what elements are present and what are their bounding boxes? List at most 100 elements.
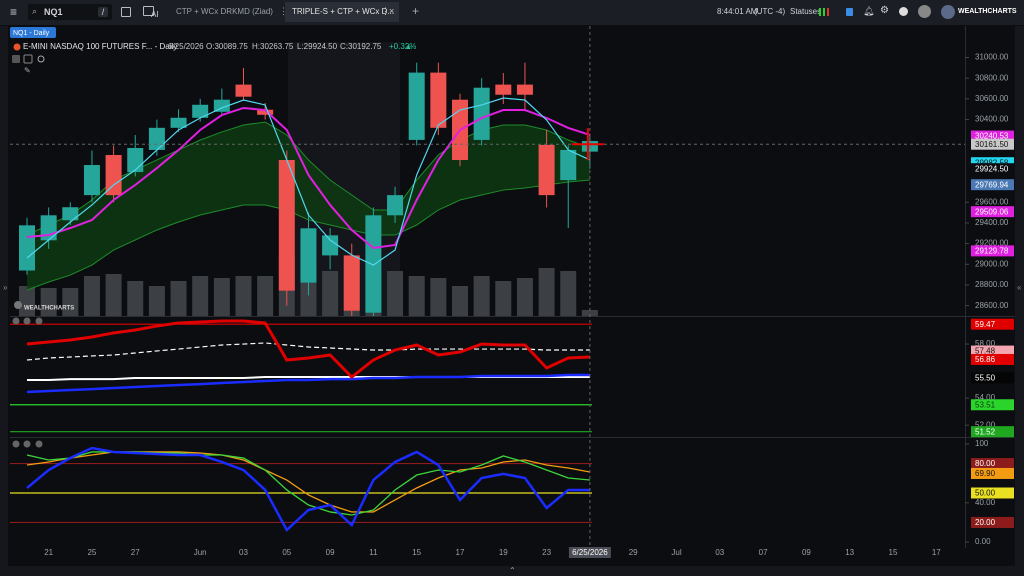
help-icon[interactable] <box>899 7 908 16</box>
price-tag-label: 29982.58 <box>975 158 1009 167</box>
y-tick-label: 40.00 <box>975 498 996 507</box>
candle-body <box>83 165 100 196</box>
x-tick-label: 05 <box>282 548 291 557</box>
tab-close[interactable]: × <box>389 6 395 16</box>
volume-bar <box>19 286 35 316</box>
x-tick-label: 03 <box>239 548 248 557</box>
price-tag <box>971 345 1014 357</box>
expand-right[interactable]: « <box>1017 283 1022 292</box>
indicator-line <box>26 319 590 380</box>
price-tag <box>971 163 1014 175</box>
price-tag <box>971 138 1014 150</box>
price-tag <box>971 399 1014 411</box>
price-tag <box>971 318 1014 330</box>
price-tag-label: 57.48 <box>975 347 996 356</box>
bell-icon[interactable]: 🔔︎ <box>863 6 875 16</box>
tool-icon[interactable] <box>35 440 43 448</box>
tool-icon[interactable] <box>12 55 20 63</box>
expand-bottom[interactable]: ⌃ <box>509 566 516 575</box>
axis-area: 28600.00 28800.00 29000.00 29200.00 29400.00… <box>44 53 1014 558</box>
price-tag <box>971 130 1014 142</box>
tool-icon[interactable] <box>12 317 20 325</box>
right-strip <box>1015 26 1024 566</box>
price-tag-label: 55.50 <box>975 373 996 382</box>
ohlc-low: L:29924.50 <box>297 42 338 51</box>
candle-body <box>516 84 533 95</box>
x-tick-label: 11 <box>369 548 378 557</box>
price-tag-label: 29924.50 <box>975 164 1009 173</box>
price-tag-label: 30161.50 <box>975 140 1009 149</box>
ohlc-high: H:30263.75 <box>252 42 294 51</box>
ai-icon[interactable] <box>143 6 154 16</box>
candle-body <box>127 147 144 173</box>
active-tab[interactable] <box>285 2 399 22</box>
x-tick-label: 07 <box>759 548 768 557</box>
tab[interactable]: TRIPLE-S + CTP + WCx D... <box>292 7 395 16</box>
symbol: NQ1 <box>44 7 63 17</box>
tool-icon[interactable] <box>23 440 31 448</box>
candle-body <box>192 104 209 118</box>
plot-area <box>10 26 965 548</box>
status-bar <box>823 8 825 16</box>
y-tick-label: 0.00 <box>975 537 991 546</box>
tool-icon[interactable] <box>23 54 33 64</box>
x-tick-label: Jul <box>671 548 681 557</box>
add-tab[interactable]: + <box>412 4 420 18</box>
tab[interactable]: CTP + WCx DRKMD (Ziad) <box>176 7 273 16</box>
price-tag <box>971 467 1014 479</box>
candle-body <box>387 195 404 216</box>
clock: 8:44:01 AM <box>717 7 758 16</box>
y-tick-label: 29000.00 <box>975 259 1009 268</box>
candle-body <box>19 225 35 271</box>
settings-icon[interactable]: ⚙ <box>880 5 889 16</box>
tool-icon[interactable] <box>35 317 43 325</box>
candle-body <box>170 117 187 128</box>
candle-body <box>495 84 512 95</box>
avatar[interactable] <box>918 5 931 18</box>
candle-body <box>343 255 360 311</box>
tool-icon[interactable] <box>37 55 45 63</box>
chart-date: 6/25/2026 <box>168 42 204 51</box>
tab-menu[interactable]: ⋮ <box>381 6 390 16</box>
tool-icon[interactable] <box>12 440 20 448</box>
candle-body <box>40 215 57 241</box>
volume-bar <box>62 288 79 316</box>
copy-icon[interactable] <box>121 7 131 17</box>
y-tick-label: 58.00 <box>975 339 996 348</box>
search-icon: ⌕ <box>32 6 38 16</box>
tab-menu[interactable]: ⋮ <box>279 6 288 16</box>
price-tag <box>971 372 1014 384</box>
top-bar: ≡ ⌕ NQ1 / AI CTP + WCx DRKMD (Ziad) ⋮ TR… <box>0 0 1024 25</box>
symbol-tag[interactable] <box>10 27 56 38</box>
ohlc-open: O:30089.75 <box>206 42 248 51</box>
price-tag-label: 51.52 <box>975 427 996 436</box>
x-tick-label: 15 <box>889 548 898 557</box>
indicator-line <box>26 446 590 533</box>
volume-bar <box>581 310 598 316</box>
x-tick-label: 17 <box>932 548 941 557</box>
price-tag <box>971 516 1014 528</box>
symbol-tag-text: NQ1 - Daily <box>13 30 50 37</box>
volume-bar <box>192 276 209 316</box>
candle-body <box>560 149 577 181</box>
volume-bar <box>452 286 468 316</box>
ai-label: AI <box>151 10 159 19</box>
tool-icon[interactable] <box>23 317 31 325</box>
save-icon[interactable] <box>846 8 853 16</box>
price-tag <box>971 458 1014 470</box>
candle-body <box>148 127 165 150</box>
volume-bar <box>40 288 57 316</box>
y-tick-label: 30400.00 <box>975 115 1009 124</box>
candle-body <box>62 207 79 221</box>
statuses[interactable]: Statuses <box>790 7 822 16</box>
x-tick-label: 13 <box>845 548 854 557</box>
brand: WEALTHCHARTS <box>958 8 1017 15</box>
search-box[interactable] <box>28 4 112 20</box>
expand-left[interactable]: » <box>3 283 8 292</box>
symbol-icon <box>13 43 21 51</box>
menu[interactable]: ≡ <box>10 5 18 19</box>
draw-icon[interactable]: ✎ <box>24 66 31 75</box>
